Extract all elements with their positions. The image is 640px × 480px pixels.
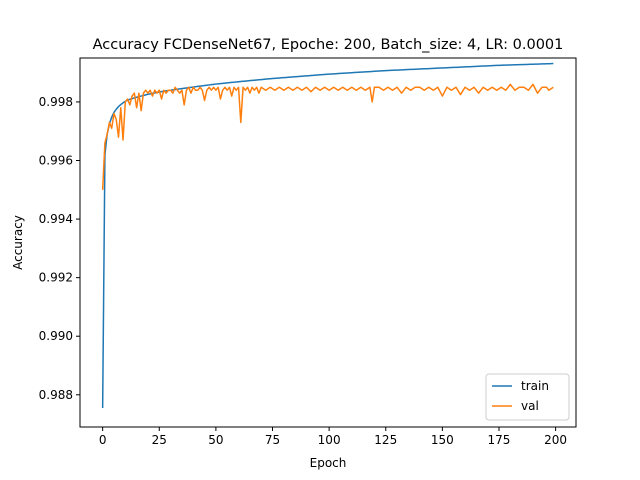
y-tick-label: 0.998	[39, 95, 73, 109]
x-axis-ticks: 0 25 50 75 100 125 150 175 200	[99, 427, 567, 447]
y-axis-label: Accuracy	[11, 215, 25, 270]
y-axis-ticks: 0.988 0.990 0.992 0.994 0.996 0.998	[39, 95, 80, 402]
y-tick-label: 0.992	[39, 271, 73, 285]
series-line-train	[101, 62, 554, 408]
axes-background	[80, 58, 576, 427]
y-tick-label: 0.994	[39, 212, 73, 226]
chart-title: Accuracy FCDenseNet67, Epoche: 200, Batc…	[93, 37, 564, 53]
axes-frame	[79, 57, 577, 428]
x-tick-label: 150	[431, 433, 454, 447]
x-tick-label: 125	[374, 433, 397, 447]
legend-label-val: val	[521, 399, 539, 413]
x-axis-label: Epoch	[310, 456, 347, 470]
x-tick-label: 200	[544, 433, 567, 447]
plot-area	[79, 57, 577, 428]
x-tick-label: 0	[99, 433, 107, 447]
x-tick-label: 50	[208, 433, 223, 447]
series-layer	[101, 62, 554, 408]
x-tick-label: 175	[488, 433, 511, 447]
legend: train val	[485, 373, 570, 421]
series-line-val	[101, 83, 554, 190]
y-tick-label: 0.990	[39, 329, 73, 343]
y-tick-label: 0.988	[39, 388, 73, 402]
x-tick-label: 25	[152, 433, 167, 447]
x-tick-label: 75	[265, 433, 280, 447]
x-tick-label: 100	[318, 433, 341, 447]
legend-label-train: train	[521, 379, 549, 393]
y-tick-label: 0.996	[39, 154, 73, 168]
